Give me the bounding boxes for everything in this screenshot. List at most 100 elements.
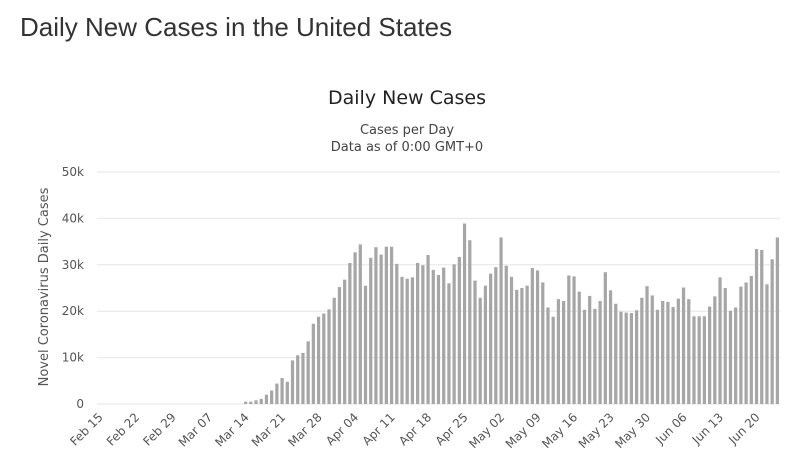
bar bbox=[468, 240, 472, 404]
y-tick-label: 40k bbox=[62, 211, 84, 225]
bar bbox=[254, 400, 258, 404]
bar bbox=[645, 286, 649, 404]
bar bbox=[567, 275, 571, 404]
bar bbox=[687, 299, 691, 404]
bar bbox=[473, 280, 477, 404]
bar bbox=[243, 401, 248, 404]
bar bbox=[369, 257, 373, 404]
bar bbox=[608, 290, 613, 404]
x-tick-label: Apr 18 bbox=[396, 410, 434, 448]
x-tick-label: Apr 25 bbox=[433, 410, 471, 448]
x-tick-label: Jun 06 bbox=[652, 410, 689, 447]
bar bbox=[697, 316, 701, 404]
bar bbox=[713, 296, 717, 404]
bar bbox=[290, 360, 295, 404]
bar bbox=[708, 306, 712, 404]
y-tick-label: 50k bbox=[62, 165, 84, 179]
bar bbox=[515, 289, 519, 404]
bar bbox=[452, 264, 456, 404]
bar bbox=[734, 307, 738, 404]
bar bbox=[311, 323, 315, 404]
chart-subtitle-line-1: Cases per Day bbox=[360, 123, 454, 138]
bar bbox=[629, 313, 634, 404]
bar bbox=[723, 288, 727, 404]
bar bbox=[270, 390, 274, 404]
bar bbox=[431, 269, 435, 404]
bar bbox=[389, 246, 394, 404]
bar bbox=[661, 300, 665, 404]
x-tick-label: Apr 04 bbox=[323, 410, 361, 448]
bar bbox=[520, 288, 524, 404]
bar bbox=[348, 262, 352, 404]
bar bbox=[572, 276, 576, 404]
bar bbox=[765, 284, 769, 404]
bar bbox=[264, 394, 269, 404]
bar bbox=[384, 246, 388, 404]
chart-subtitle-line-2: Data as of 0:00 GMT+0 bbox=[331, 140, 483, 155]
x-tick-label: May 23 bbox=[576, 410, 617, 451]
bar bbox=[504, 265, 508, 404]
bar bbox=[530, 268, 534, 404]
x-tick-label: Jun 13 bbox=[689, 410, 726, 447]
bar bbox=[374, 247, 378, 404]
bar-series bbox=[243, 223, 780, 404]
bar bbox=[416, 262, 420, 404]
bar bbox=[702, 316, 707, 404]
bar bbox=[285, 381, 289, 404]
bar bbox=[442, 267, 446, 404]
chart-title: Daily New Cases bbox=[328, 87, 486, 109]
x-tick-label: Mar 21 bbox=[249, 410, 288, 449]
bar bbox=[666, 301, 670, 404]
bar bbox=[681, 287, 686, 404]
x-tick-label: Feb 15 bbox=[67, 410, 105, 448]
bar bbox=[332, 297, 336, 404]
bar bbox=[353, 252, 357, 404]
x-tick-label: Jun 20 bbox=[725, 410, 762, 447]
bar bbox=[546, 307, 550, 404]
bar bbox=[588, 295, 592, 404]
x-tick-label: May 30 bbox=[612, 410, 653, 451]
x-tick-label: Apr 11 bbox=[360, 410, 398, 448]
bar bbox=[739, 286, 743, 404]
bar bbox=[421, 265, 425, 404]
bar bbox=[655, 309, 660, 404]
bar bbox=[316, 316, 321, 404]
bar bbox=[562, 300, 566, 404]
bar bbox=[624, 312, 628, 404]
page-title: Daily New Cases in the United States bbox=[20, 12, 453, 42]
bar bbox=[603, 272, 607, 404]
bar bbox=[483, 285, 488, 404]
bar bbox=[619, 311, 623, 404]
bar bbox=[509, 276, 514, 404]
bar bbox=[259, 398, 263, 404]
bar bbox=[635, 310, 639, 404]
bar bbox=[327, 309, 331, 404]
bar bbox=[775, 237, 780, 404]
bar bbox=[535, 270, 540, 404]
bar bbox=[593, 308, 597, 404]
bar bbox=[676, 298, 680, 404]
bar bbox=[754, 249, 759, 404]
bar bbox=[582, 309, 587, 404]
bar bbox=[671, 307, 675, 404]
bar bbox=[577, 291, 581, 404]
bar bbox=[749, 275, 753, 404]
bar bbox=[363, 285, 368, 404]
bar bbox=[296, 355, 300, 404]
x-tick-label: Mar 28 bbox=[285, 410, 324, 449]
bar bbox=[499, 237, 503, 404]
bar bbox=[640, 297, 644, 404]
bar bbox=[556, 299, 561, 404]
bar bbox=[598, 300, 602, 404]
bar bbox=[760, 249, 764, 404]
y-tick-label: 10k bbox=[62, 351, 84, 365]
bar bbox=[379, 254, 383, 404]
bar bbox=[744, 282, 748, 404]
bar bbox=[525, 285, 529, 404]
bar bbox=[478, 297, 482, 404]
bar bbox=[718, 277, 722, 404]
bar bbox=[462, 223, 467, 404]
bar bbox=[770, 259, 774, 404]
